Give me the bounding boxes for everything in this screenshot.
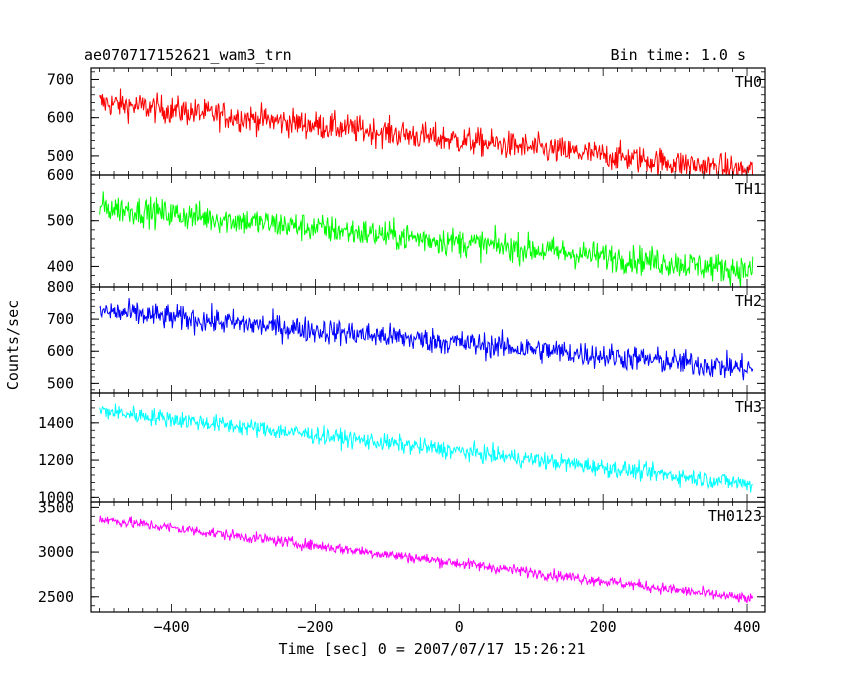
y-tick-label: 400 <box>47 257 74 275</box>
y-tick-label: 3000 <box>38 543 74 561</box>
panel-frame <box>90 174 766 288</box>
panel-th3: 1000 1200 1400 TH3 <box>38 392 766 506</box>
x-tick-label: 200 <box>590 618 617 636</box>
panel-frame <box>90 501 766 613</box>
x-axis-label: Time [sec] 0 = 2007/07/17 15:26:21 <box>278 640 585 658</box>
y-axis-label: Counts/sec <box>4 300 22 390</box>
panel-label: TH1 <box>735 180 762 198</box>
y-tick-label: 700 <box>47 310 74 328</box>
panel-th0123: 2500 3000 3500 TH0123 <box>38 498 766 613</box>
series-line-th0123 <box>99 515 754 604</box>
y-tick-label: 600 <box>47 342 74 360</box>
x-tick-label: −400 <box>154 618 190 636</box>
x-axis: −400 −200 0 200 400 <box>154 618 761 636</box>
y-tick-label: 600 <box>47 166 74 184</box>
panel-frame <box>90 286 766 394</box>
panel-th0: 500 600 700 TH0 <box>47 67 766 176</box>
panel-label: TH0123 <box>708 507 762 525</box>
x-tick-label: 0 <box>455 618 464 636</box>
y-tick-label: 500 <box>47 147 74 165</box>
series-line-th0 <box>99 88 754 175</box>
panel-th2: 500 600 700 800 TH2 <box>47 278 766 394</box>
bin-time-label: Bin time: 1.0 s <box>611 46 746 64</box>
panel-label: TH3 <box>735 398 762 416</box>
y-tick-label: 500 <box>47 374 74 392</box>
y-tick-label: 2500 <box>38 588 74 606</box>
series-line-th3 <box>99 403 753 493</box>
y-tick-label: 1000 <box>38 488 74 506</box>
x-tick-label: −200 <box>297 618 333 636</box>
y-tick-label: 3500 <box>38 498 74 516</box>
panel-label: TH2 <box>735 292 762 310</box>
series-line-th1 <box>99 191 754 287</box>
y-tick-label: 700 <box>47 70 74 88</box>
series-line-th2 <box>99 297 754 381</box>
y-tick-label: 800 <box>47 278 74 296</box>
panel-label: TH0 <box>735 73 762 91</box>
chart-title: ae070717152621_wam3_trn <box>84 46 292 64</box>
y-tick-label: 1400 <box>38 414 74 432</box>
y-tick-label: 1200 <box>38 451 74 469</box>
panel-th1: 400 500 600 TH1 <box>47 166 766 288</box>
y-tick-label: 500 <box>47 212 74 230</box>
y-tick-label: 600 <box>47 109 74 127</box>
x-tick-label: 400 <box>733 618 760 636</box>
